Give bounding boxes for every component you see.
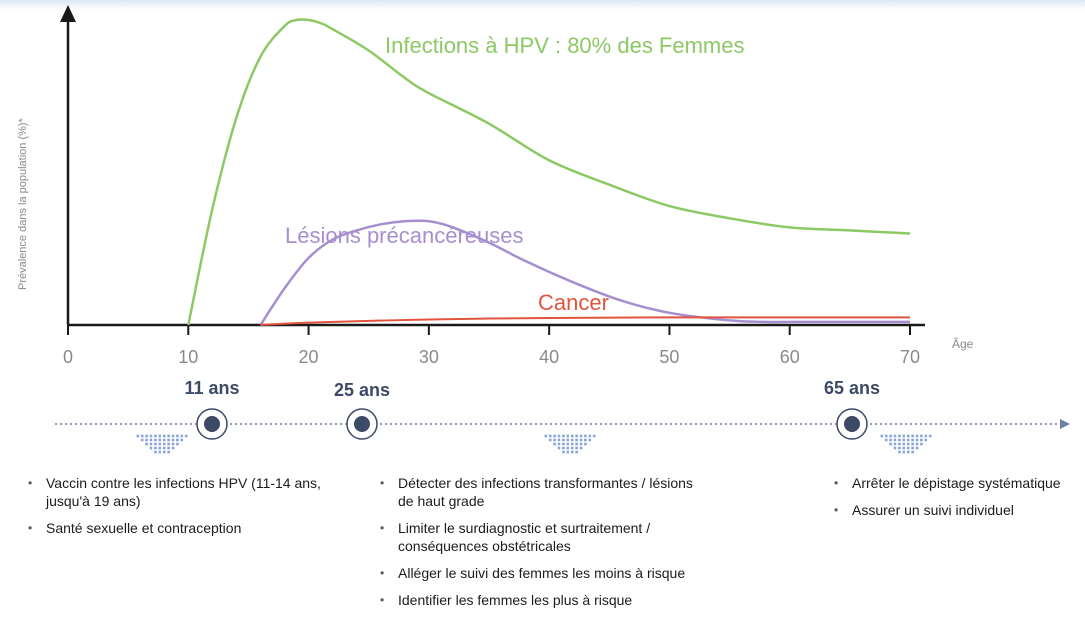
x-tick-label: 70 [900, 347, 920, 367]
x-tick-label: 60 [780, 347, 800, 367]
y-axis-arrow [60, 5, 76, 22]
series-label-infections: Infections à HPV : 80% des Femmes [385, 33, 745, 58]
bullet-item: Arrêter le dépistage systématique [832, 474, 1062, 492]
x-axis-label: Âge [952, 336, 974, 351]
milestone-node-inner [354, 416, 370, 432]
dotted-triangle-icon [136, 434, 188, 454]
milestone-node-inner [844, 416, 860, 432]
dotted-triangle-icon [880, 434, 932, 454]
bullet-item: Limiter le surdiagnostic et surtraitemen… [378, 519, 708, 555]
milestone-label-25: 25 ans [333, 380, 391, 400]
series-label-lesions: Lésions précancéreuses [285, 223, 523, 248]
bullets-end-screening: Arrêter le dépistage systématique Assure… [832, 474, 1062, 528]
bullet-item: Santé sexuelle et contraception [26, 519, 326, 537]
series-line-infections [187, 18, 911, 326]
x-tick-label: 0 [63, 347, 73, 367]
dotted-triangle-icon [544, 434, 596, 454]
x-tick-label: 40 [539, 347, 559, 367]
x-tick-label: 30 [419, 347, 439, 367]
y-axis-label: Prévalence dans la population (%)* [17, 117, 29, 290]
series-line-lesions [259, 219, 910, 326]
bullet-item: Détecter des infections transformantes /… [378, 474, 708, 510]
milestone-label-11: 11 ans [184, 378, 240, 398]
x-tick-label: 50 [659, 347, 679, 367]
bullet-item: Identifier les femmes les plus à risque [378, 591, 708, 609]
milestone-node-inner [204, 416, 220, 432]
bullets-screening: Détecter des infections transformantes /… [378, 474, 708, 618]
bullet-item: Alléger le suivi des femmes les moins à … [378, 564, 708, 582]
series-line-cancer [260, 316, 910, 326]
series-label-cancer: Cancer [538, 290, 609, 315]
milestone-label-65: 65 ans [823, 378, 881, 398]
top-banner [0, 0, 1085, 10]
bullet-item: Assurer un suivi individuel [832, 501, 1062, 519]
x-tick-label: 10 [178, 347, 198, 367]
bullet-item: Vaccin contre les infections HPV (11-14 … [26, 474, 326, 510]
bullets-vaccination: Vaccin contre les infections HPV (11-14 … [26, 474, 326, 546]
timeline-arrow [1060, 419, 1070, 429]
chart: 0 10 20 30 40 50 60 70 Âge Prévalence dans la pop… [17, 5, 1070, 454]
x-tick-label: 20 [299, 347, 319, 367]
